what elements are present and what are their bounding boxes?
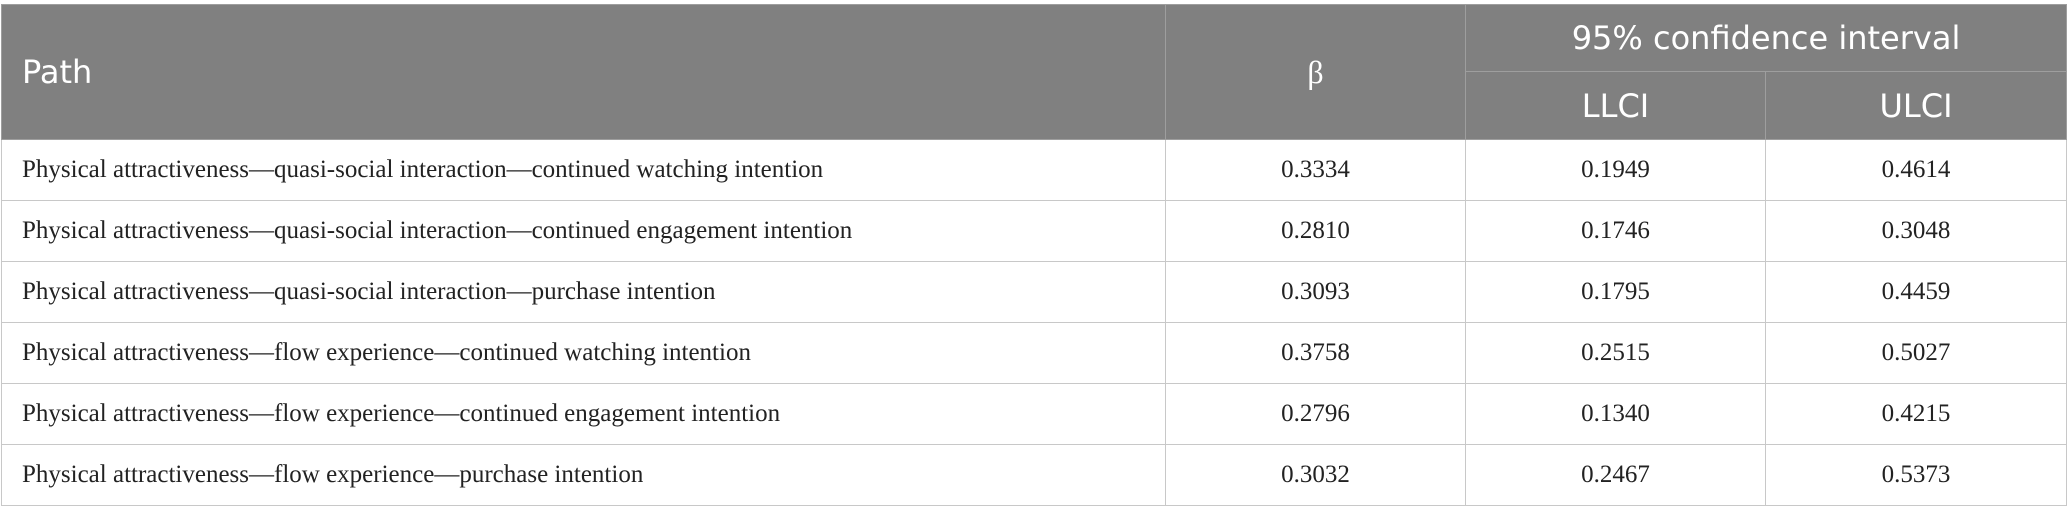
page: Path β 95% confidence interval LLCI ULCI… bbox=[0, 4, 2067, 528]
table-row: Physical attractiveness—flow experience—… bbox=[1, 444, 2067, 506]
llci-cell: 0.2467 bbox=[1465, 444, 1766, 506]
table-body: Physical attractiveness—quasi-social int… bbox=[1, 139, 2067, 506]
table-row: Physical attractiveness—flow experience—… bbox=[1, 383, 2067, 445]
beta-cell: 0.3334 bbox=[1165, 139, 1466, 201]
path-cell: Physical attractiveness—quasi-social int… bbox=[1, 139, 1166, 201]
ulci-cell: 0.4614 bbox=[1764, 139, 2067, 201]
llci-cell: 0.1795 bbox=[1465, 261, 1766, 323]
llci-cell: 0.1746 bbox=[1465, 200, 1766, 262]
llci-cell: 0.1340 bbox=[1465, 383, 1766, 445]
ulci-cell: 0.5027 bbox=[1764, 322, 2067, 384]
path-cell: Physical attractiveness—flow experience—… bbox=[1, 383, 1166, 445]
path-cell: Physical attractiveness—flow experience—… bbox=[1, 322, 1166, 384]
header-ci: 95% confidence interval bbox=[1464, 4, 2067, 72]
ulci-cell: 0.3048 bbox=[1764, 200, 2067, 262]
header-ulci: ULCI bbox=[1764, 71, 2067, 140]
beta-cell: 0.3032 bbox=[1165, 444, 1466, 506]
path-cell: Physical attractiveness—quasi-social int… bbox=[1, 261, 1166, 323]
header-beta: β bbox=[1165, 4, 1466, 140]
beta-cell: 0.3758 bbox=[1165, 322, 1466, 384]
header-path: Path bbox=[1, 4, 1166, 140]
llci-cell: 0.1949 bbox=[1465, 139, 1766, 201]
llci-cell: 0.2515 bbox=[1465, 322, 1766, 384]
ulci-cell: 0.4459 bbox=[1764, 261, 2067, 323]
table-row: Physical attractiveness—quasi-social int… bbox=[1, 261, 2067, 323]
beta-cell: 0.2810 bbox=[1165, 200, 1466, 262]
beta-cell: 0.2796 bbox=[1165, 383, 1466, 445]
beta-cell: 0.3093 bbox=[1165, 261, 1466, 323]
ulci-cell: 0.5373 bbox=[1764, 444, 2067, 506]
table-row: Physical attractiveness—quasi-social int… bbox=[1, 139, 2067, 201]
path-cell: Physical attractiveness—quasi-social int… bbox=[1, 200, 1166, 262]
table-row: Physical attractiveness—quasi-social int… bbox=[1, 200, 2067, 262]
ulci-cell: 0.4215 bbox=[1764, 383, 2067, 445]
results-table: Path β 95% confidence interval LLCI ULCI… bbox=[1, 4, 2067, 506]
header-llci: LLCI bbox=[1465, 71, 1766, 140]
path-cell: Physical attractiveness—flow experience—… bbox=[1, 444, 1166, 506]
table-row: Physical attractiveness—flow experience—… bbox=[1, 322, 2067, 384]
